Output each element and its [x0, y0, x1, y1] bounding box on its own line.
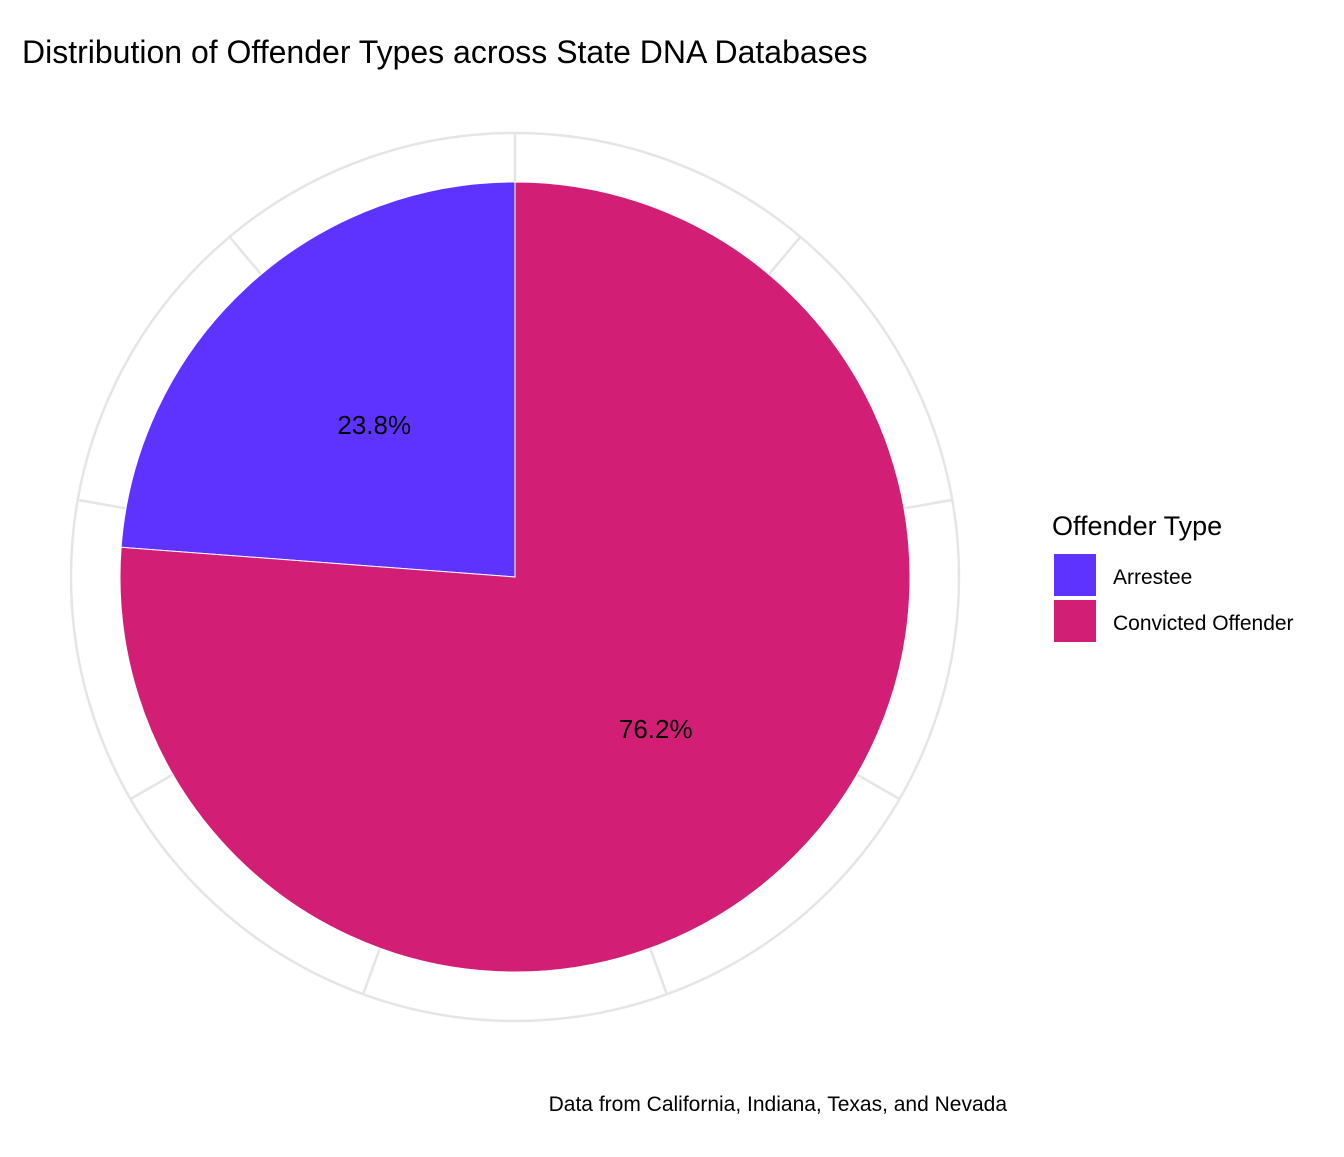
- legend-label-convicted-offender: Convicted Offender: [1113, 612, 1294, 635]
- slice-label-convicted-offender: 76.2%: [619, 714, 693, 744]
- slice-label-arrestee: 23.8%: [337, 410, 411, 440]
- grid-radial-line: [361, 945, 382, 995]
- grid-radial-line: [228, 236, 264, 277]
- grid-radial-line: [129, 772, 176, 801]
- pie-slice-arrestee: [120, 181, 516, 578]
- slice-labels: 23.8% 76.2%: [337, 410, 692, 744]
- legend-swatch-arrestee: [1054, 554, 1096, 596]
- pie-slice-convicted-offender: [119, 181, 911, 973]
- polar-grid: [69, 131, 961, 1023]
- grid-radial-line: [854, 772, 901, 801]
- grid-radial-line: [77, 498, 129, 510]
- chart-title: Distribution of Offender Types across St…: [22, 34, 867, 70]
- chart-caption: Data from California, Indiana, Texas, an…: [549, 1093, 1008, 1116]
- grid-radial-line: [766, 236, 802, 277]
- legend: Offender Type Arrestee Convicted Offende…: [1052, 511, 1294, 642]
- pie-slices: [119, 181, 911, 973]
- grid-radial-line: [648, 945, 669, 995]
- legend-swatch-convicted-offender: [1054, 600, 1096, 642]
- grid-radial-line: [901, 498, 953, 510]
- legend-title: Offender Type: [1052, 511, 1222, 541]
- legend-label-arrestee: Arrestee: [1113, 566, 1192, 589]
